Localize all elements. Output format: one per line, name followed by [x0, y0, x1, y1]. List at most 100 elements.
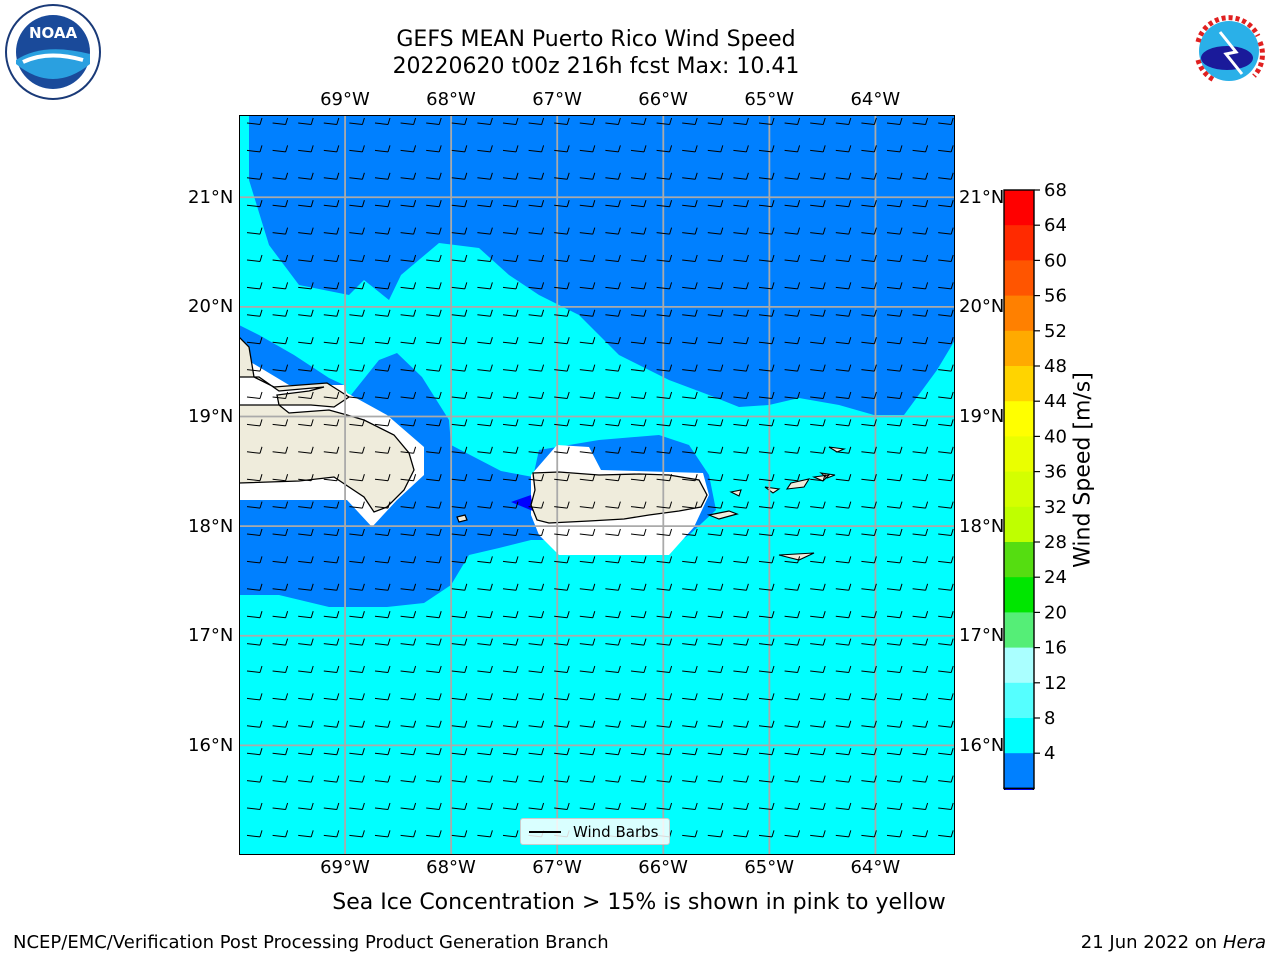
- colorbar-segment: [1004, 225, 1034, 261]
- wind-barb: [605, 282, 621, 290]
- wind-barb: [758, 254, 775, 262]
- wind-barb: [426, 309, 442, 317]
- wind-barb: [707, 693, 724, 701]
- wind-barb: [886, 501, 903, 509]
- wind-barb: [656, 364, 673, 372]
- wind-barb: [374, 172, 391, 180]
- wind-barb: [246, 583, 263, 591]
- wind-barb: [861, 693, 877, 701]
- wind-barb: [707, 309, 724, 317]
- colorbar-label: Wind Speed [m/s]: [1070, 372, 1096, 568]
- wind-barb: [682, 446, 698, 454]
- lon-label-bottom: 64°W: [850, 856, 901, 878]
- wind-barb: [374, 720, 391, 728]
- wind-barb: [579, 364, 596, 372]
- wind-barb: [528, 611, 545, 619]
- wind-barb: [656, 391, 673, 399]
- colorbar-segment: [1004, 471, 1034, 508]
- wind-barb: [682, 556, 698, 564]
- wind-barb: [451, 474, 468, 482]
- wind-barb: [630, 117, 647, 125]
- wind-barb: [272, 556, 289, 564]
- wind-barb: [605, 474, 621, 482]
- wind-barb: [733, 748, 749, 756]
- wind-barb: [374, 227, 391, 235]
- wind-barb: [554, 200, 570, 208]
- wind-barb: [682, 309, 698, 317]
- wind-barb: [707, 419, 724, 427]
- wind-barb: [707, 638, 724, 646]
- colorbar-tick-label: 52: [1044, 321, 1067, 342]
- wind-barb: [835, 282, 852, 290]
- wind-barb: [784, 748, 801, 756]
- wind-barb: [733, 830, 749, 838]
- wind-barb: [605, 254, 621, 262]
- wind-barb: [451, 611, 468, 619]
- wind-barb: [630, 802, 647, 810]
- wind-barb: [835, 337, 852, 345]
- wind-barb: [682, 583, 698, 591]
- wind-barb: [323, 693, 340, 701]
- wind-barb: [400, 337, 417, 345]
- lon-label-top: 66°W: [638, 88, 688, 110]
- wind-barb: [630, 364, 647, 372]
- wind-barb: [682, 528, 698, 536]
- wind-barb: [451, 309, 468, 317]
- wind-barb: [323, 611, 340, 619]
- wind-barb: [374, 501, 391, 509]
- wind-barb: [938, 117, 954, 125]
- wind-barb: [477, 720, 493, 728]
- wind-barb: [630, 556, 647, 564]
- wind-barb: [835, 556, 852, 564]
- wind-barb: [682, 172, 698, 180]
- wind-barb: [835, 254, 852, 262]
- wind-barb: [400, 474, 417, 482]
- wind-barb: [630, 501, 647, 509]
- wind-barb: [400, 775, 417, 783]
- wind-barb: [554, 227, 570, 235]
- wind-barb: [835, 391, 852, 399]
- wind-barb: [886, 802, 903, 810]
- wind-barb: [272, 282, 289, 290]
- wind-barb: [272, 802, 289, 810]
- colorbar-tick-label: 56: [1044, 286, 1067, 307]
- wind-barb: [656, 775, 673, 783]
- wind-barb: [656, 337, 673, 345]
- wind-barb: [502, 528, 519, 536]
- wind-barb: [810, 665, 826, 673]
- colorbar-segment: [1004, 647, 1034, 684]
- wind-barb: [938, 172, 954, 180]
- wind-barb: [298, 556, 314, 564]
- wind-barb: [528, 309, 545, 317]
- wind-barb: [451, 748, 468, 756]
- wind-barb: [758, 830, 775, 838]
- wind-barb: [502, 748, 519, 756]
- wind-barb: [298, 830, 314, 838]
- wind-barb: [912, 446, 929, 454]
- wind-barb: [733, 665, 749, 673]
- wind-barb: [246, 227, 263, 235]
- lat-label-left: 20°N: [188, 296, 234, 318]
- wind-barb: [400, 802, 417, 810]
- wind-barb: [528, 528, 545, 536]
- wind-barb: [426, 802, 442, 810]
- wind-barb: [426, 200, 442, 208]
- wind-barb: [656, 117, 673, 125]
- wind-barb: [656, 501, 673, 509]
- wind-barb: [579, 117, 596, 125]
- lon-label-top: 68°W: [426, 88, 476, 110]
- wind-barb: [707, 446, 724, 454]
- wind-barb: [451, 446, 468, 454]
- wind-barb: [579, 802, 596, 810]
- wind-barb: [579, 775, 596, 783]
- wind-barb: [374, 665, 391, 673]
- wind-barb: [682, 419, 698, 427]
- wind-barb: [477, 172, 493, 180]
- wind-barb: [784, 419, 801, 427]
- wind-barb: [758, 528, 775, 536]
- wind-barb: [426, 117, 442, 125]
- wind-barb: [861, 145, 877, 153]
- wind-barb: [554, 474, 570, 482]
- wind-barb: [528, 117, 545, 125]
- wind-barb: [682, 282, 698, 290]
